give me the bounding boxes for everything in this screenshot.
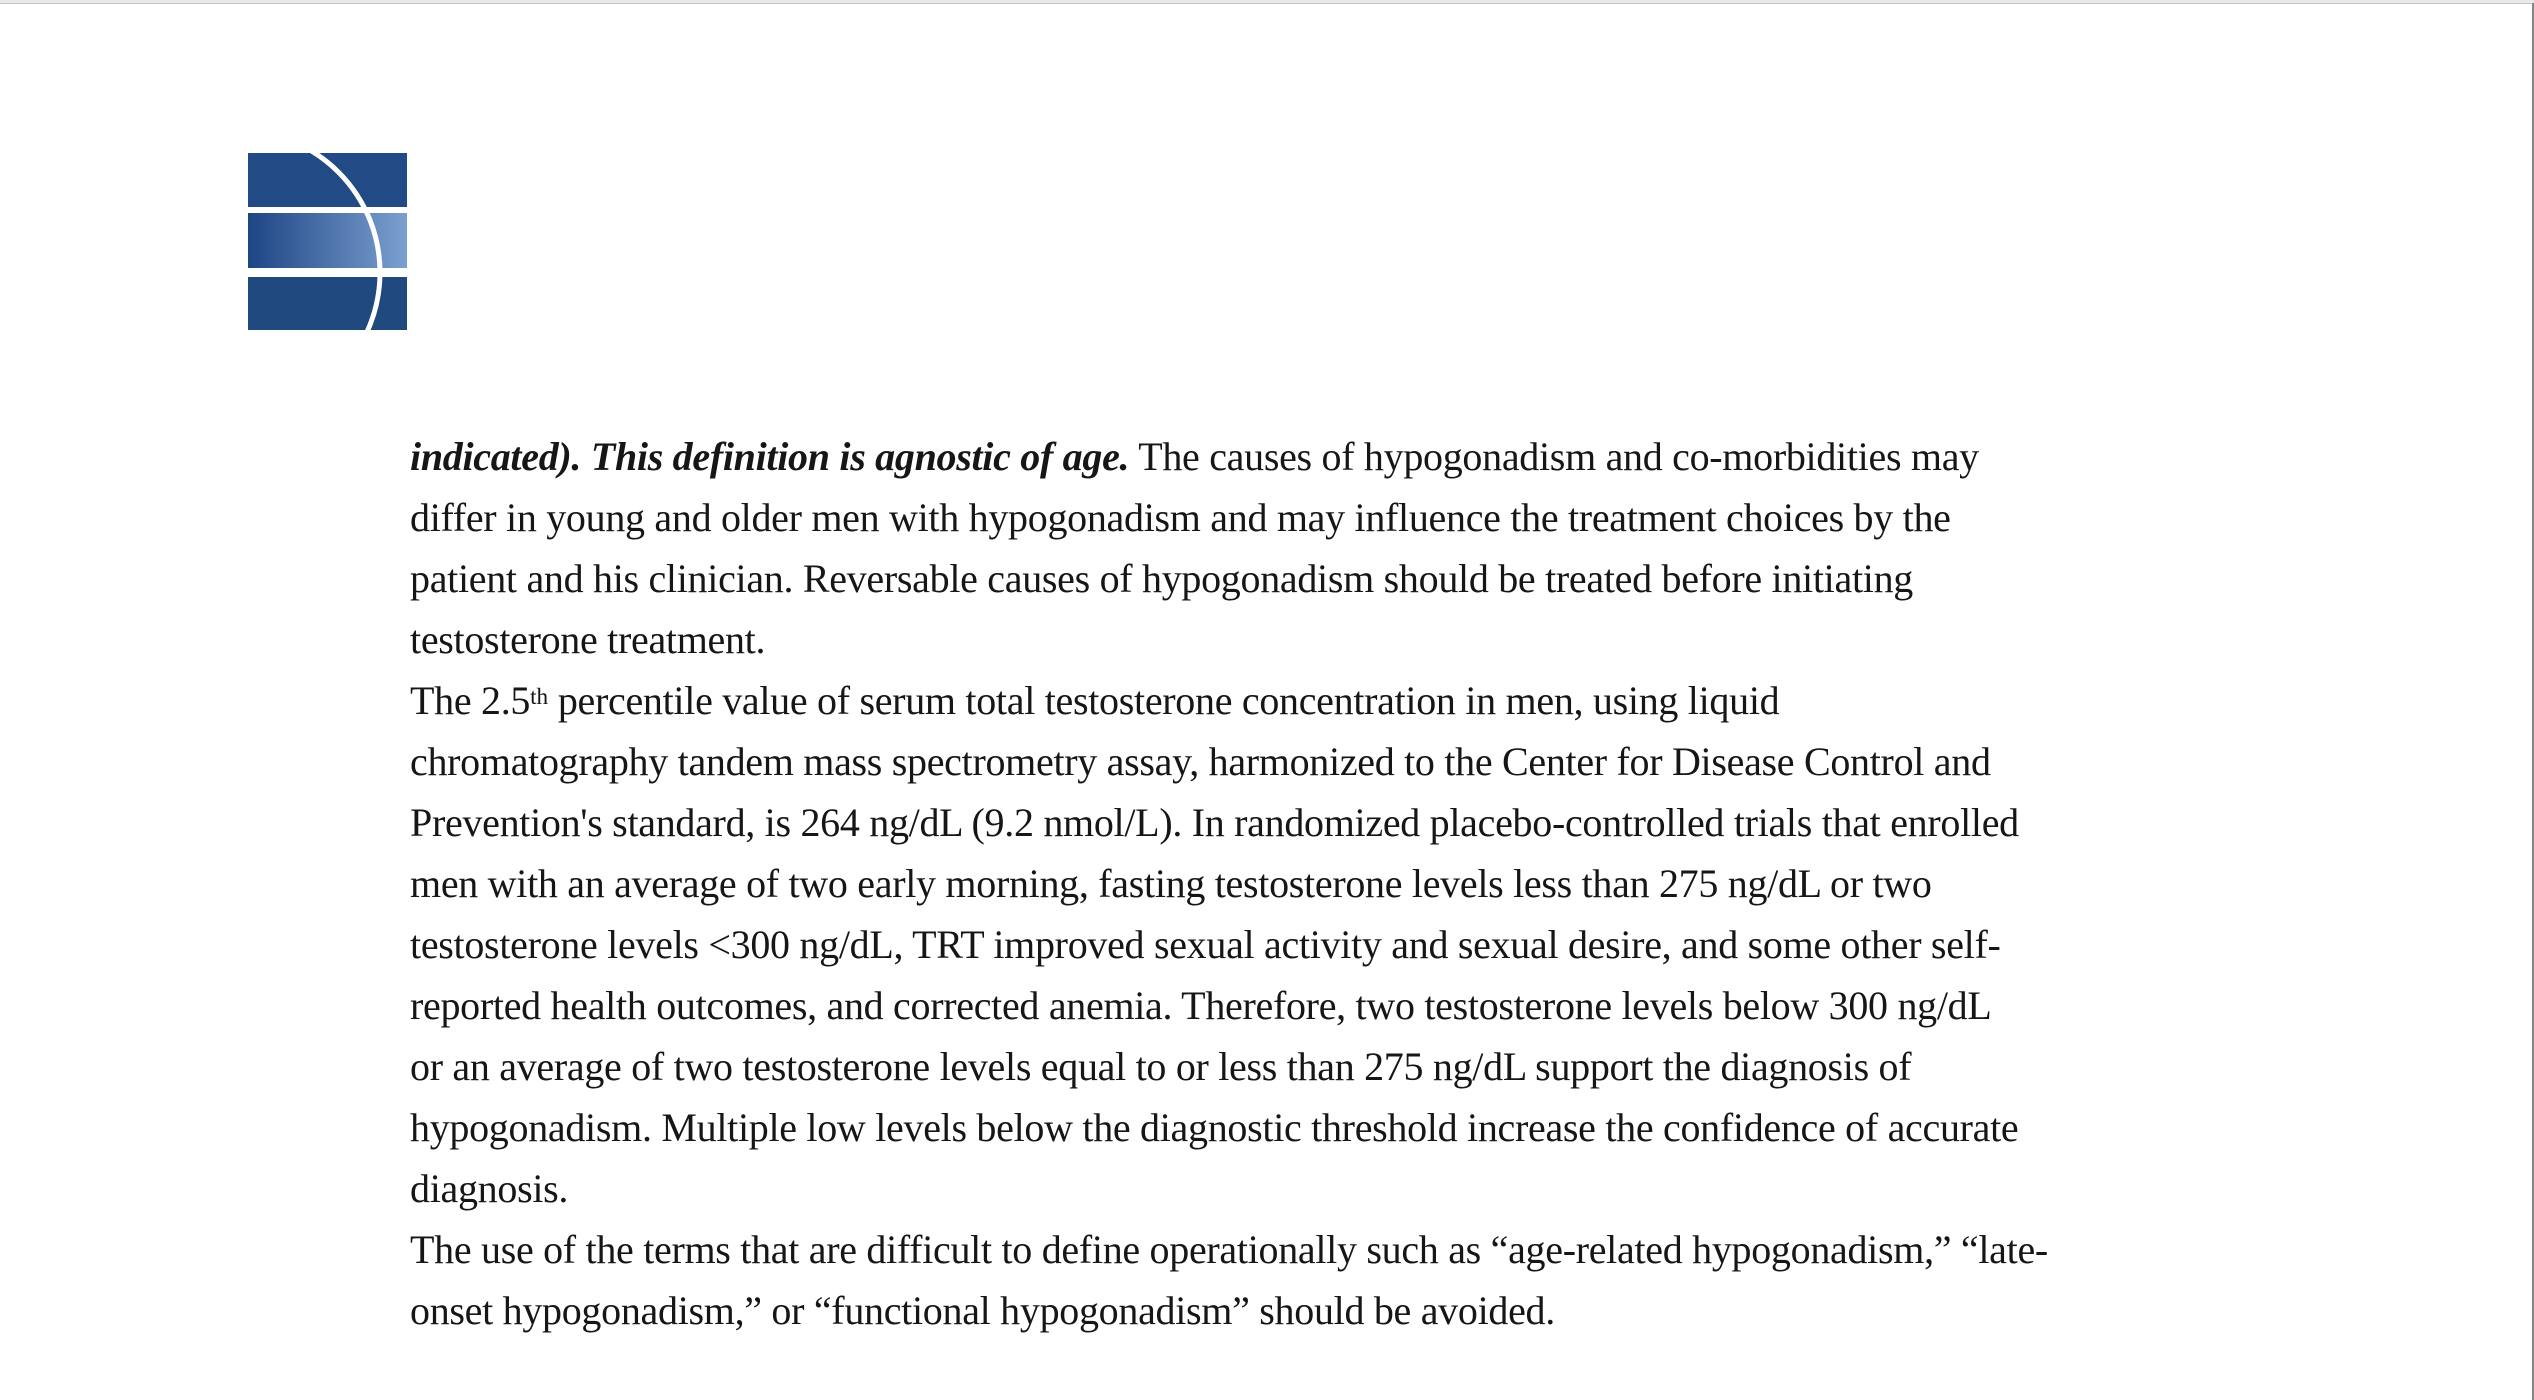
text-line: hypogonadism. Multiple low levels below … xyxy=(410,1105,2019,1150)
text-line: men with an average of two early morning… xyxy=(410,861,1932,906)
logo-bar-bottom xyxy=(248,277,407,330)
document-text: indicated). This definition is agnostic … xyxy=(410,426,2410,1341)
window-right-edge xyxy=(2532,3,2534,1400)
bold-italic-lead: indicated). This definition is agnostic … xyxy=(410,434,1130,479)
text-segment: The causes of hypogonadism and co-morbid… xyxy=(1129,434,1979,479)
text-line: differ in young and older men with hypog… xyxy=(410,495,1951,540)
text-line: diagnosis. xyxy=(410,1166,569,1211)
text-segment: The 2.5 xyxy=(410,678,531,723)
text-line: reported health outcomes, and corrected … xyxy=(410,983,1992,1028)
text-line: Prevention's standard, is 264 ng/dL (9.2… xyxy=(410,800,2019,845)
text-line: onset hypogonadism,” or “functional hypo… xyxy=(410,1288,1555,1333)
window-top-edge xyxy=(0,0,2534,4)
text-line: patient and his clinician. Reversable ca… xyxy=(410,556,1913,601)
text-line: testosterone treatment. xyxy=(410,617,766,662)
superscript-th: th xyxy=(530,684,549,711)
text-line: The 2.5th percentile value of serum tota… xyxy=(410,670,2410,731)
text-line: chromatography tandem mass spectrometry … xyxy=(410,739,1991,784)
text-line: testosterone levels <300 ng/dL, TRT impr… xyxy=(410,922,2001,967)
text-line: indicated). This definition is agnostic … xyxy=(410,426,2410,487)
logo-arc xyxy=(309,153,383,330)
text-segment: percentile value of serum total testoste… xyxy=(548,678,1780,723)
text-line: or an average of two testosterone levels… xyxy=(410,1044,1912,1089)
logo-bar-middle xyxy=(248,213,407,268)
text-line: The use of the terms that are difficult … xyxy=(410,1227,2048,1272)
three-bar-globe-logo-icon xyxy=(248,153,407,330)
